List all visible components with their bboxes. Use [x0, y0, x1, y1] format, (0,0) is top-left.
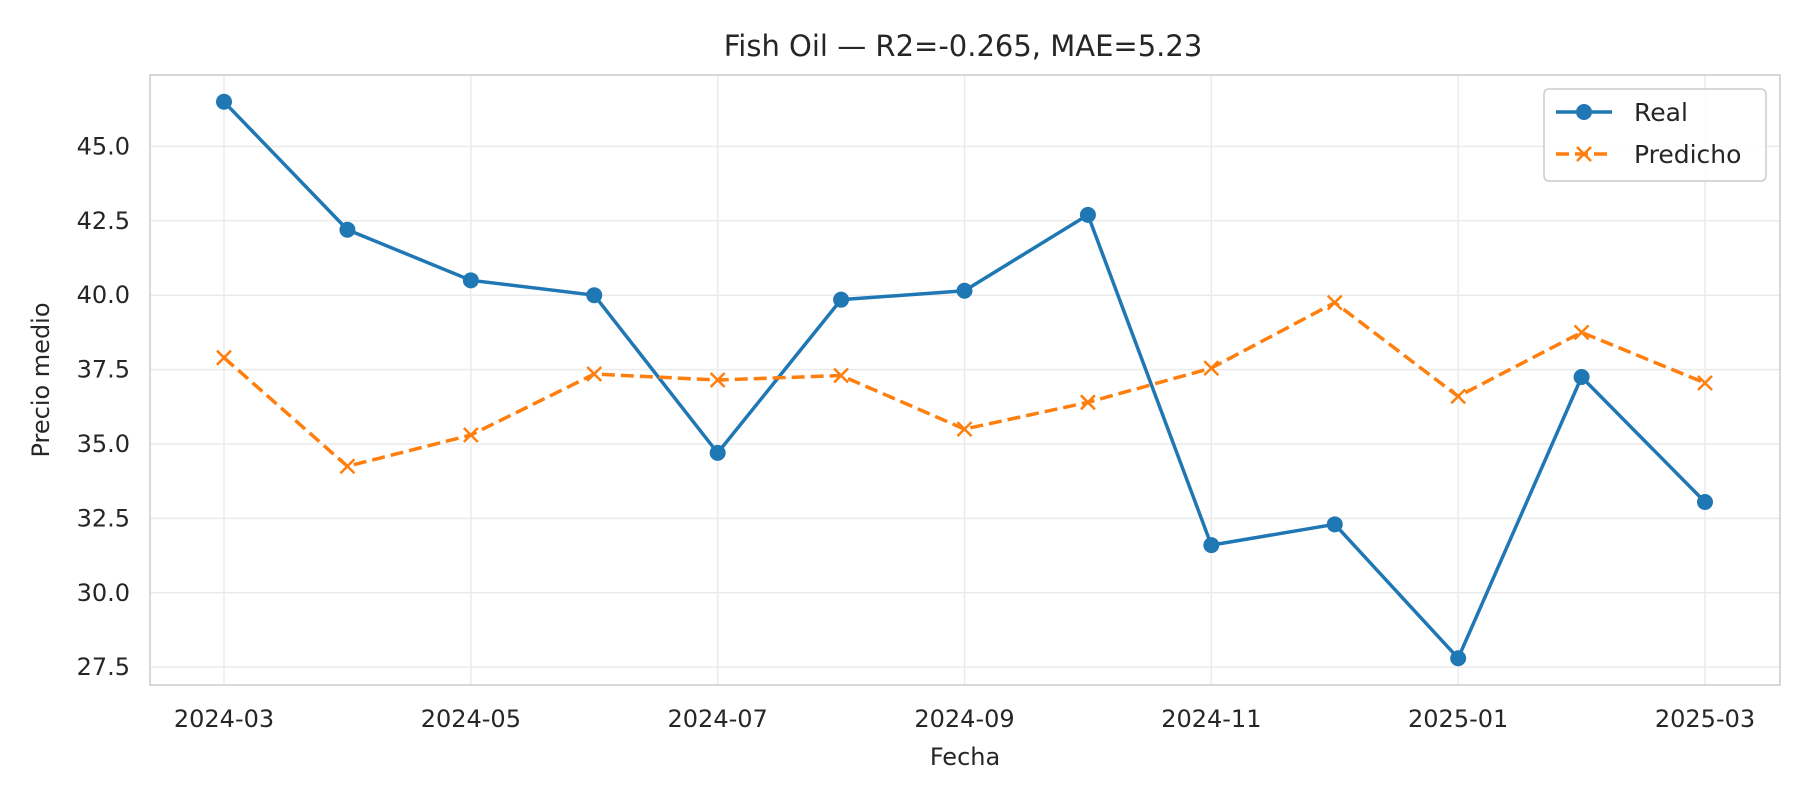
y-tick-label: 30.0 — [77, 579, 130, 607]
data-point — [1326, 294, 1343, 311]
series-predicho — [216, 294, 1713, 475]
data-point — [1697, 375, 1713, 391]
data-point — [1573, 324, 1590, 341]
data-point — [1450, 388, 1467, 405]
y-tick-label: 42.5 — [77, 207, 130, 235]
data-point — [833, 367, 849, 384]
legend: Real Predicho — [1543, 88, 1767, 182]
y-axis-label: Precio medio — [27, 302, 55, 457]
legend-marker — [1576, 146, 1592, 162]
data-point — [709, 444, 726, 461]
y-tick-label: 32.5 — [77, 504, 130, 532]
x-tick-label: 2024-03 — [174, 705, 274, 733]
data-point — [1326, 516, 1343, 533]
data-point — [339, 221, 356, 238]
data-point — [1450, 650, 1467, 667]
data-point — [1203, 360, 1220, 376]
plot-frame — [149, 74, 1781, 686]
legend-marker — [1576, 104, 1592, 120]
x-tick-label: 2024-11 — [1161, 705, 1261, 733]
data-point — [1080, 394, 1096, 411]
data-point — [216, 349, 232, 366]
data-point — [462, 427, 479, 443]
data-point — [462, 272, 479, 289]
data-point — [956, 421, 973, 437]
x-tick-label: 2024-09 — [914, 705, 1014, 733]
y-tick-label: 35.0 — [77, 430, 130, 458]
x-tick-label: 2025-03 — [1655, 705, 1755, 733]
y-tick-label: 40.0 — [77, 281, 130, 309]
y-axis-ticks: 27.5 30.0 32.5 35.0 37.5 40.0 42.5 45.0 — [77, 132, 130, 681]
series-layer — [216, 93, 1713, 667]
data-point — [1573, 369, 1590, 386]
x-axis-label: Fecha — [930, 743, 1000, 771]
data-point — [1079, 206, 1096, 223]
x-tick-label: 2024-05 — [421, 705, 521, 733]
data-point — [586, 366, 603, 382]
y-tick-label: 45.0 — [77, 132, 130, 160]
x-axis-ticks: 2024-03 2024-05 2024-07 2024-09 2024-11 2025-… — [174, 705, 1755, 733]
data-point — [709, 372, 726, 388]
data-point — [586, 287, 603, 304]
x-tick-label: 2024-07 — [668, 705, 768, 733]
y-tick-label: 27.5 — [77, 653, 130, 681]
data-point — [1203, 537, 1220, 554]
legend-label: Predicho — [1634, 140, 1741, 169]
y-tick-label: 37.5 — [77, 356, 130, 384]
data-point — [1697, 494, 1713, 510]
x-tick-label: 2025-01 — [1408, 705, 1508, 733]
data-point — [833, 291, 850, 308]
chart-title: Fish Oil — R2=-0.265, MAE=5.23 — [724, 29, 1203, 63]
legend-label: Real — [1634, 98, 1688, 127]
data-point — [216, 93, 232, 110]
data-point — [339, 458, 356, 475]
series-real — [216, 93, 1713, 667]
data-point — [956, 282, 973, 299]
